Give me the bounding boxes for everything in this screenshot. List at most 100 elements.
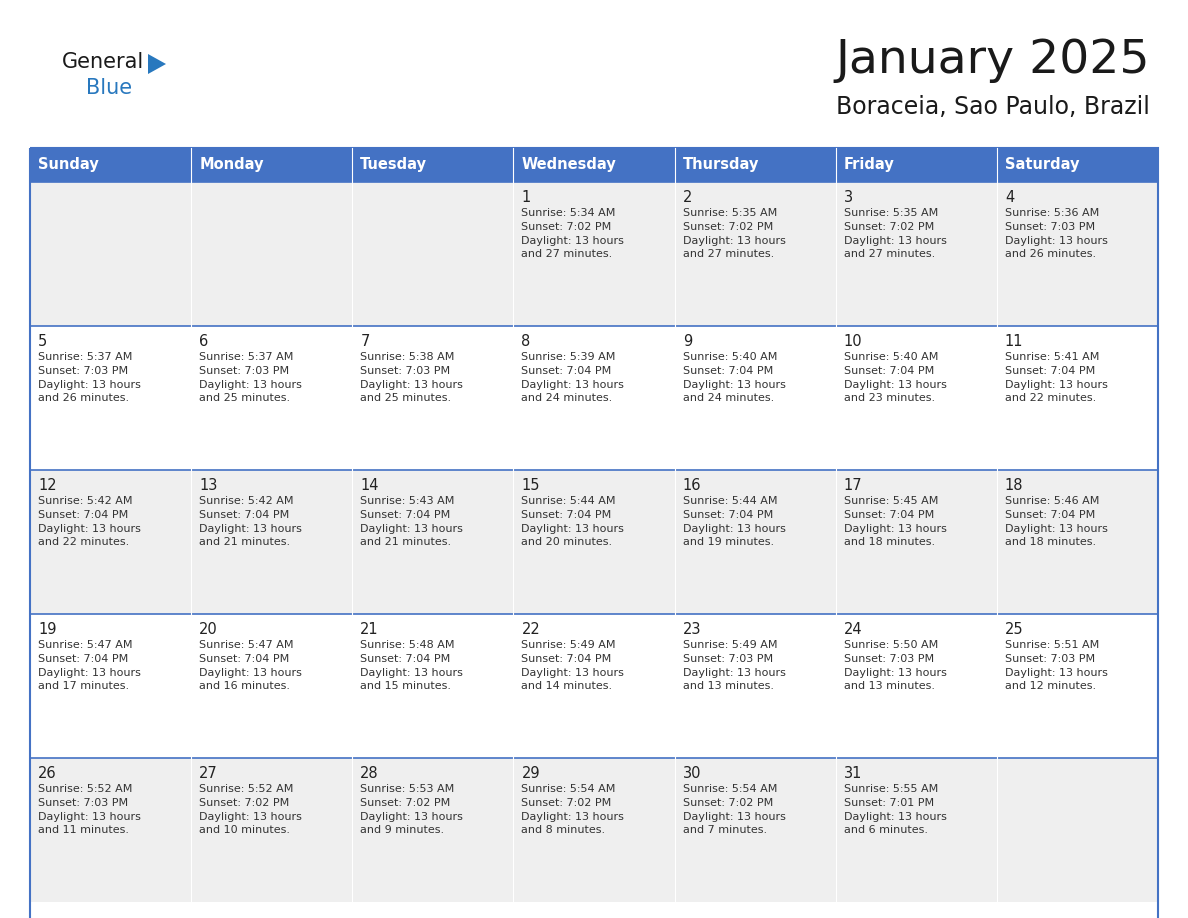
Bar bbox=[675, 182, 835, 326]
Text: Daylight: 13 hours: Daylight: 13 hours bbox=[522, 523, 625, 533]
Text: Daylight: 13 hours: Daylight: 13 hours bbox=[843, 236, 947, 245]
Text: 6: 6 bbox=[200, 334, 208, 349]
Text: 14: 14 bbox=[360, 478, 379, 493]
Text: 5: 5 bbox=[38, 334, 48, 349]
Text: Daylight: 13 hours: Daylight: 13 hours bbox=[38, 523, 141, 533]
Text: Sunset: 7:04 PM: Sunset: 7:04 PM bbox=[38, 510, 128, 520]
Text: Daylight: 13 hours: Daylight: 13 hours bbox=[360, 523, 463, 533]
Text: Daylight: 13 hours: Daylight: 13 hours bbox=[683, 236, 785, 245]
Bar bbox=[997, 326, 1158, 470]
Text: 26: 26 bbox=[38, 766, 57, 781]
Text: Sunset: 7:04 PM: Sunset: 7:04 PM bbox=[683, 366, 773, 376]
Text: 20: 20 bbox=[200, 622, 217, 637]
Text: 15: 15 bbox=[522, 478, 541, 493]
Text: Sunrise: 5:34 AM: Sunrise: 5:34 AM bbox=[522, 208, 615, 218]
Text: 1: 1 bbox=[522, 190, 531, 205]
Text: Daylight: 13 hours: Daylight: 13 hours bbox=[522, 379, 625, 389]
Text: 27: 27 bbox=[200, 766, 217, 781]
Text: Sunset: 7:03 PM: Sunset: 7:03 PM bbox=[200, 366, 290, 376]
Text: Sunrise: 5:52 AM: Sunrise: 5:52 AM bbox=[38, 785, 132, 794]
Text: General: General bbox=[62, 52, 144, 72]
Text: Daylight: 13 hours: Daylight: 13 hours bbox=[1005, 236, 1107, 245]
Text: Sunrise: 5:47 AM: Sunrise: 5:47 AM bbox=[200, 641, 293, 651]
Text: 3: 3 bbox=[843, 190, 853, 205]
Text: Sunset: 7:04 PM: Sunset: 7:04 PM bbox=[200, 510, 290, 520]
Text: 23: 23 bbox=[683, 622, 701, 637]
Text: and 23 minutes.: and 23 minutes. bbox=[843, 393, 935, 403]
Text: Daylight: 13 hours: Daylight: 13 hours bbox=[843, 379, 947, 389]
Text: 11: 11 bbox=[1005, 334, 1023, 349]
Text: Sunset: 7:04 PM: Sunset: 7:04 PM bbox=[200, 654, 290, 664]
Text: 24: 24 bbox=[843, 622, 862, 637]
Text: Sunset: 7:04 PM: Sunset: 7:04 PM bbox=[38, 654, 128, 664]
Text: and 13 minutes.: and 13 minutes. bbox=[683, 681, 773, 691]
Text: 10: 10 bbox=[843, 334, 862, 349]
Text: and 8 minutes.: and 8 minutes. bbox=[522, 825, 606, 835]
Text: and 19 minutes.: and 19 minutes. bbox=[683, 537, 773, 547]
Text: and 14 minutes.: and 14 minutes. bbox=[522, 681, 613, 691]
Text: and 21 minutes.: and 21 minutes. bbox=[200, 537, 290, 547]
Text: and 12 minutes.: and 12 minutes. bbox=[1005, 681, 1097, 691]
Text: Sunset: 7:04 PM: Sunset: 7:04 PM bbox=[360, 654, 450, 664]
Text: 8: 8 bbox=[522, 334, 531, 349]
Bar bbox=[997, 614, 1158, 758]
Text: Daylight: 13 hours: Daylight: 13 hours bbox=[38, 379, 141, 389]
Text: Sunrise: 5:46 AM: Sunrise: 5:46 AM bbox=[1005, 497, 1099, 507]
Text: 31: 31 bbox=[843, 766, 862, 781]
Bar bbox=[675, 326, 835, 470]
Text: Sunday: Sunday bbox=[38, 158, 99, 173]
Bar bbox=[30, 182, 191, 326]
Text: Sunset: 7:02 PM: Sunset: 7:02 PM bbox=[360, 798, 450, 808]
Text: Boraceia, Sao Paulo, Brazil: Boraceia, Sao Paulo, Brazil bbox=[836, 95, 1150, 119]
Text: and 21 minutes.: and 21 minutes. bbox=[360, 537, 451, 547]
Text: Sunset: 7:02 PM: Sunset: 7:02 PM bbox=[522, 222, 612, 232]
Text: Sunset: 7:04 PM: Sunset: 7:04 PM bbox=[360, 510, 450, 520]
Text: Sunset: 7:04 PM: Sunset: 7:04 PM bbox=[1005, 366, 1095, 376]
Bar bbox=[353, 614, 513, 758]
Text: and 22 minutes.: and 22 minutes. bbox=[1005, 393, 1097, 403]
Bar bbox=[997, 470, 1158, 614]
Text: Blue: Blue bbox=[86, 78, 132, 98]
Text: 7: 7 bbox=[360, 334, 369, 349]
Text: Daylight: 13 hours: Daylight: 13 hours bbox=[200, 667, 302, 677]
Text: 13: 13 bbox=[200, 478, 217, 493]
Text: 19: 19 bbox=[38, 622, 57, 637]
Text: Sunset: 7:04 PM: Sunset: 7:04 PM bbox=[843, 510, 934, 520]
Bar bbox=[835, 614, 997, 758]
Bar bbox=[353, 470, 513, 614]
Text: Sunset: 7:02 PM: Sunset: 7:02 PM bbox=[843, 222, 934, 232]
Text: Sunset: 7:02 PM: Sunset: 7:02 PM bbox=[683, 798, 773, 808]
Bar bbox=[513, 614, 675, 758]
Text: Daylight: 13 hours: Daylight: 13 hours bbox=[200, 812, 302, 822]
Text: Sunset: 7:03 PM: Sunset: 7:03 PM bbox=[38, 366, 128, 376]
Text: January 2025: January 2025 bbox=[835, 38, 1150, 83]
Text: Sunrise: 5:50 AM: Sunrise: 5:50 AM bbox=[843, 641, 939, 651]
Text: and 18 minutes.: and 18 minutes. bbox=[1005, 537, 1097, 547]
Text: 16: 16 bbox=[683, 478, 701, 493]
Polygon shape bbox=[148, 54, 166, 74]
Text: Sunrise: 5:44 AM: Sunrise: 5:44 AM bbox=[683, 497, 777, 507]
Text: Daylight: 13 hours: Daylight: 13 hours bbox=[843, 812, 947, 822]
Text: and 25 minutes.: and 25 minutes. bbox=[200, 393, 290, 403]
Text: Sunrise: 5:51 AM: Sunrise: 5:51 AM bbox=[1005, 641, 1099, 651]
Text: Sunset: 7:03 PM: Sunset: 7:03 PM bbox=[1005, 222, 1095, 232]
Bar bbox=[191, 326, 353, 470]
Text: 17: 17 bbox=[843, 478, 862, 493]
Bar bbox=[513, 326, 675, 470]
Text: Sunset: 7:01 PM: Sunset: 7:01 PM bbox=[843, 798, 934, 808]
Text: and 7 minutes.: and 7 minutes. bbox=[683, 825, 766, 835]
Bar bbox=[997, 758, 1158, 902]
Text: Sunset: 7:04 PM: Sunset: 7:04 PM bbox=[1005, 510, 1095, 520]
Text: Sunrise: 5:54 AM: Sunrise: 5:54 AM bbox=[522, 785, 615, 794]
Text: Daylight: 13 hours: Daylight: 13 hours bbox=[360, 379, 463, 389]
Text: 30: 30 bbox=[683, 766, 701, 781]
Text: 9: 9 bbox=[683, 334, 691, 349]
Text: and 20 minutes.: and 20 minutes. bbox=[522, 537, 613, 547]
Text: Sunset: 7:02 PM: Sunset: 7:02 PM bbox=[522, 798, 612, 808]
Bar bbox=[835, 758, 997, 902]
Text: Sunset: 7:02 PM: Sunset: 7:02 PM bbox=[200, 798, 290, 808]
Text: 21: 21 bbox=[360, 622, 379, 637]
Text: Daylight: 13 hours: Daylight: 13 hours bbox=[38, 812, 141, 822]
Text: Monday: Monday bbox=[200, 158, 264, 173]
Text: Daylight: 13 hours: Daylight: 13 hours bbox=[843, 523, 947, 533]
